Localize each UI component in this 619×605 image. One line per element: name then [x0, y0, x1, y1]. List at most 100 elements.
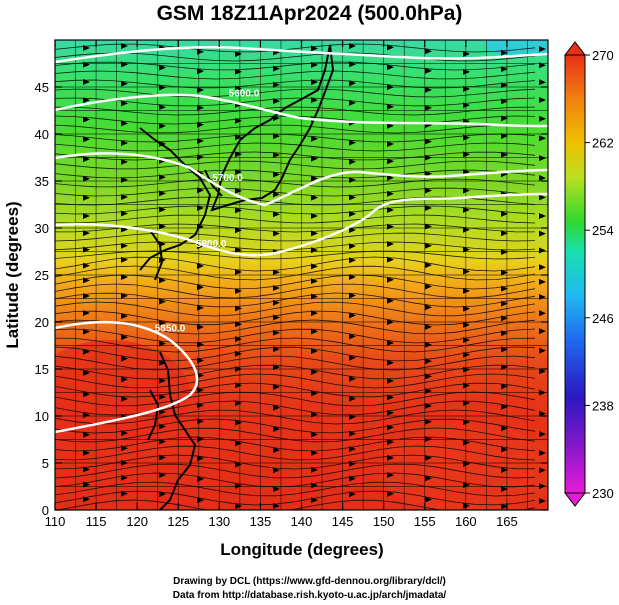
wind-arrow — [273, 98, 280, 105]
cool-region — [485, 40, 548, 57]
wind-arrow — [311, 247, 318, 254]
wind-arrow — [539, 294, 546, 301]
streamline — [55, 481, 536, 497]
wind-arrow — [311, 328, 318, 335]
x-tick-label: 125 — [167, 514, 189, 529]
wind-arrow — [121, 274, 128, 281]
wind-arrow — [463, 169, 470, 176]
streamline — [55, 382, 536, 398]
wind-arrow — [463, 400, 470, 407]
wind-arrow — [463, 68, 470, 75]
y-tick-label: 15 — [35, 362, 49, 377]
streamline — [55, 436, 536, 452]
wind-arrow — [387, 190, 394, 197]
wind-arrow — [235, 287, 242, 294]
wind-arrow — [235, 336, 242, 343]
streamline — [55, 337, 536, 353]
wind-arrow — [539, 212, 546, 219]
wind-arrow — [197, 357, 204, 364]
wind-arrow — [83, 292, 90, 299]
wind-arrow — [501, 230, 508, 237]
streamline — [55, 97, 536, 107]
wind-arrow — [387, 297, 394, 304]
streamline — [55, 256, 536, 272]
wind-arrow — [83, 79, 90, 86]
wind-arrow — [159, 340, 166, 347]
wind-arrow — [273, 230, 280, 237]
colorbar-bottom-arrow — [563, 492, 587, 507]
wind-arrow — [121, 355, 128, 362]
wind-arrow — [387, 359, 394, 366]
wind-arrow — [425, 373, 432, 380]
wind-arrow — [83, 116, 90, 123]
wind-arrow — [159, 377, 166, 384]
wind-arrow — [463, 419, 470, 426]
wind-arrow — [197, 455, 204, 462]
wind-arrow — [501, 403, 508, 410]
wind-arrow — [83, 156, 90, 163]
streamline — [55, 373, 536, 389]
wind-arrow — [235, 350, 242, 357]
wind-arrow — [387, 340, 394, 347]
wind-arrow — [463, 305, 470, 312]
streamline — [55, 274, 536, 290]
wind-arrow — [463, 102, 470, 109]
wind-arrow — [197, 138, 204, 145]
wind-arrow — [387, 377, 394, 384]
streamline — [55, 124, 536, 134]
wind-arrow — [387, 158, 394, 165]
wind-arrow — [387, 122, 394, 129]
wind-arrow — [235, 227, 242, 234]
streamline — [55, 445, 536, 461]
wind-arrow — [273, 65, 280, 72]
wind-arrow — [311, 348, 318, 355]
wind-arrow — [463, 321, 470, 328]
wind-arrow — [425, 223, 432, 230]
wind-arrow — [311, 369, 318, 376]
y-tick-label: 10 — [35, 409, 49, 424]
wind-arrow — [463, 85, 470, 92]
wind-arrow — [121, 158, 128, 165]
wind-arrow — [83, 246, 90, 253]
wind-arrow — [197, 68, 204, 75]
x-axis: 110 115 120 125 130 135 140 145 150 155 160 165 — [45, 40, 518, 529]
wind-arrow — [539, 368, 546, 375]
streamline — [55, 301, 536, 317]
wind-arrow — [387, 490, 394, 497]
wind-arrow — [159, 206, 166, 213]
wind-arrow — [273, 485, 280, 492]
wind-arrow — [121, 139, 128, 146]
contour-label: 5600.0 — [229, 88, 260, 99]
y-tick-label: 20 — [35, 315, 49, 330]
wind-arrow — [273, 211, 280, 218]
colorbar-tick-label: 230 — [592, 486, 614, 501]
wind-arrow — [273, 284, 280, 291]
wind-arrow — [83, 412, 90, 419]
wind-arrow — [349, 446, 356, 453]
wind-arrow — [197, 48, 204, 55]
wind-arrow — [387, 223, 394, 230]
wind-arrow — [349, 194, 356, 201]
contour-label: 5800.0 — [196, 239, 227, 250]
streamline — [55, 346, 536, 362]
wind-arrow — [349, 413, 356, 420]
wind-arrow — [121, 176, 128, 183]
wind-arrow — [197, 104, 204, 111]
wind-arrow — [463, 460, 470, 467]
wind-arrow — [121, 445, 128, 452]
wind-arrow — [539, 230, 546, 237]
wind-arrow — [501, 115, 508, 122]
wind-arrow — [311, 61, 318, 68]
contour-label: 5850.0 — [155, 323, 186, 334]
wind-arrow — [463, 382, 470, 389]
wind-arrow — [311, 293, 318, 300]
wind-arrow — [83, 348, 90, 355]
wind-arrow — [121, 292, 128, 299]
wind-arrow — [159, 104, 166, 111]
wind-arrow — [311, 497, 318, 504]
wind-arrow — [121, 490, 128, 497]
wind-arrow — [349, 158, 356, 165]
wind-arrow — [159, 190, 166, 197]
wind-arrow — [463, 50, 470, 57]
wind-arrow — [539, 45, 546, 52]
